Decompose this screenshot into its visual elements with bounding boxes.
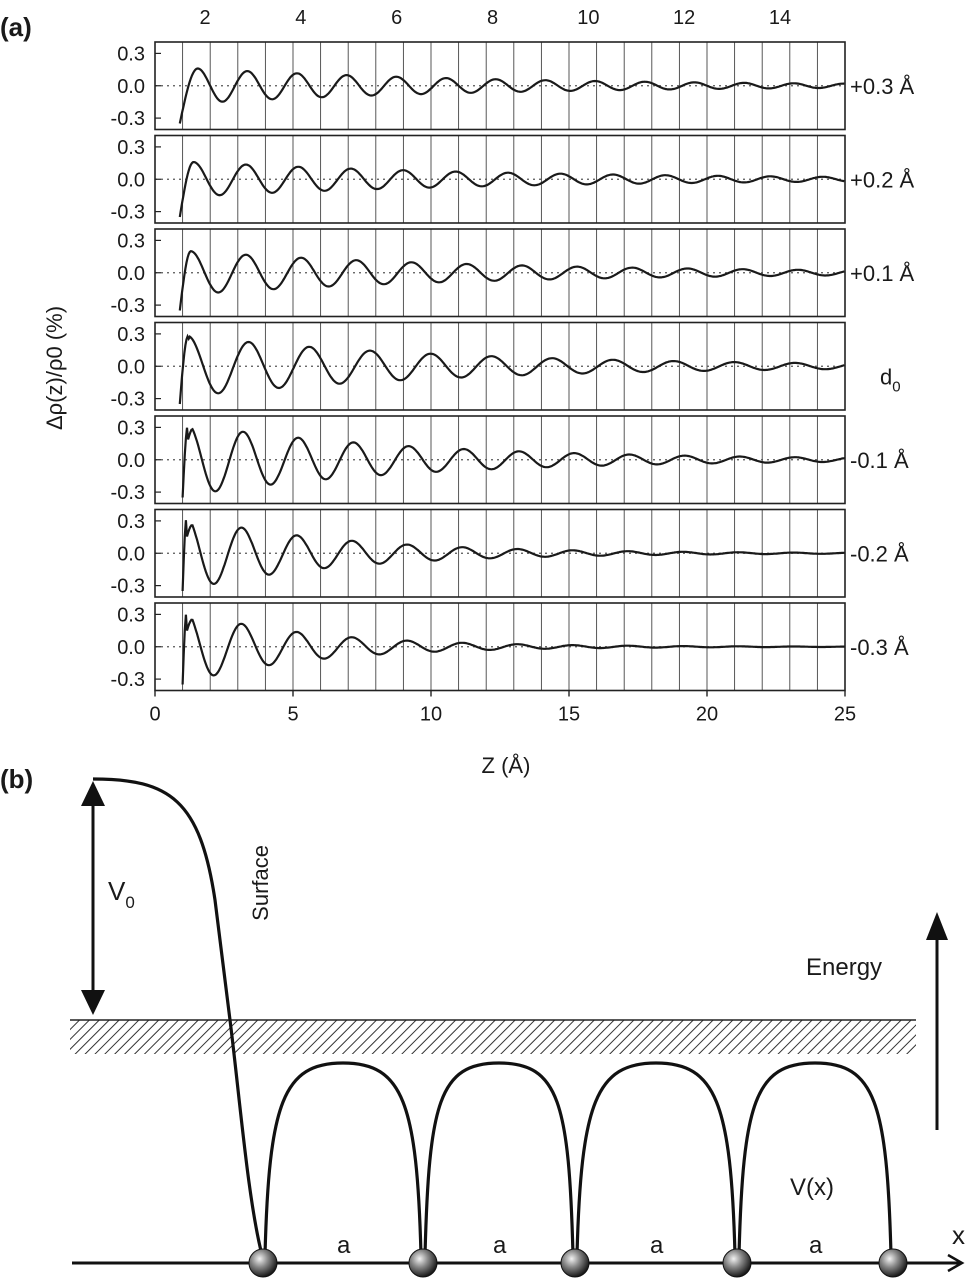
top-tick-label: 8: [487, 7, 498, 29]
y-tick-label: 0.3: [117, 43, 145, 65]
row-label: +0.1 Å: [850, 261, 915, 286]
row-label: -0.2 Å: [850, 541, 909, 566]
row-label: +0.3 Å: [850, 74, 915, 99]
bottom-axis-ticks: 0 5 10 15 20 25: [149, 690, 856, 726]
y-tick-label: -0.3: [111, 202, 145, 224]
vx-label: V(x): [790, 1174, 834, 1201]
surface-label: Surface: [248, 845, 273, 921]
lattice-spacing-label: a: [650, 1232, 664, 1259]
panel-row: 0.3 0.0 -0.3 -0.3 Å: [111, 602, 909, 692]
y-tick-label: 0.3: [117, 137, 145, 159]
x-tick-label: 25: [834, 704, 856, 726]
top-tick-label: 6: [391, 7, 402, 29]
potential-arch: [737, 1061, 893, 1256]
panel-row: 0.3 0.0 -0.3 +0.2 Å: [111, 134, 915, 224]
top-tick-label: 14: [769, 7, 791, 29]
x-axis-arrow: [947, 1253, 965, 1273]
row-label: +0.2 Å: [850, 167, 915, 192]
top-tick-label: 10: [577, 7, 599, 29]
y-tick-label: 0.3: [117, 511, 145, 533]
y-tick-label: -0.3: [111, 389, 145, 411]
y-tick-label: 0.0: [117, 356, 145, 378]
y-tick-label: 0.0: [117, 263, 145, 285]
y-tick-label: 0.3: [117, 604, 145, 626]
lattice-spacing-label: a: [493, 1232, 507, 1259]
v0-arrow-head-up: [81, 781, 105, 806]
series-line: [181, 614, 845, 685]
row-label: -0.3 Å: [850, 635, 909, 660]
y-tick-label: 0.0: [117, 76, 145, 98]
surface-potential-curve: [92, 777, 264, 1256]
panel-b-label: (b): [0, 764, 33, 794]
energy-arrow-head: [926, 912, 948, 940]
top-tick-label: 2: [199, 7, 210, 29]
row-label: -0.1 Å: [850, 448, 909, 473]
potential-arch: [423, 1061, 575, 1256]
y-tick-label: 0.0: [117, 543, 145, 565]
row-label: d0: [880, 364, 901, 395]
y-tick-label: 0.0: [117, 637, 145, 659]
energy-label: Energy: [806, 954, 882, 981]
panel-row: 0.3 0.0 -0.3 -0.2 Å: [111, 508, 909, 598]
atom: [408, 1248, 438, 1278]
v0-label: V0: [108, 876, 135, 912]
y-tick-label: -0.3: [111, 295, 145, 317]
y-tick-label: 0.3: [117, 230, 145, 252]
panel-a-label: (a): [0, 12, 32, 42]
panel-row: 0.3 0.0 -0.3 -0.1 Å: [111, 415, 909, 505]
panel-row: 0.3 0.0 -0.3 +0.1 Å: [111, 228, 915, 318]
series-line: [178, 161, 845, 218]
periodic-potential: [263, 1061, 893, 1256]
stacked-line-panels: 0.3 0.0 -0.3 +0.3 Å 0.3 0.0 -0.3 +0.2 Å 0.3 0.0 -0…: [111, 41, 915, 692]
potential-arch: [575, 1061, 737, 1256]
y-tick-label: 0.0: [117, 169, 145, 191]
atom: [878, 1248, 908, 1278]
series-line: [181, 520, 845, 592]
panel-row: 0.3 0.0 -0.3 +0.3 Å: [111, 41, 915, 131]
v0-arrow-head-down: [81, 990, 105, 1015]
x-axis-title: Z (Å): [482, 753, 531, 778]
x-tick-label: 20: [696, 704, 718, 726]
y-tick-label: 0.3: [117, 324, 145, 346]
energy-band: [70, 1020, 916, 1054]
y-tick-label: -0.3: [111, 108, 145, 130]
x-axis-label: x: [952, 1220, 965, 1250]
atom: [560, 1248, 590, 1278]
lattice-spacing-label: a: [337, 1232, 351, 1259]
x-tick-label: 15: [558, 704, 580, 726]
x-tick-label: 5: [287, 704, 298, 726]
y-tick-label: -0.3: [111, 482, 145, 504]
top-tick-label: 12: [673, 7, 695, 29]
lattice-spacing-label: a: [809, 1232, 823, 1259]
atom: [248, 1248, 278, 1278]
atom: [722, 1248, 752, 1278]
x-tick-label: 0: [149, 704, 160, 726]
y-tick-label: -0.3: [111, 669, 145, 691]
panel-row: 0.3 0.0 -0.3 d0: [111, 321, 901, 411]
series-line: [178, 250, 845, 311]
y-tick-label: -0.3: [111, 576, 145, 598]
x-tick-label: 10: [420, 704, 442, 726]
top-tick-label: 4: [295, 7, 306, 29]
series-line: [178, 333, 845, 405]
y-tick-label: 0.3: [117, 417, 145, 439]
series-line: [178, 67, 845, 124]
potential-arch: [263, 1061, 423, 1256]
top-axis-ticks: 2 4 6 8 10 12 14: [199, 7, 791, 29]
y-tick-label: 0.0: [117, 450, 145, 472]
series-line: [181, 427, 846, 498]
y-axis-title: Δρ(z)/ρ0 (%): [42, 306, 67, 430]
